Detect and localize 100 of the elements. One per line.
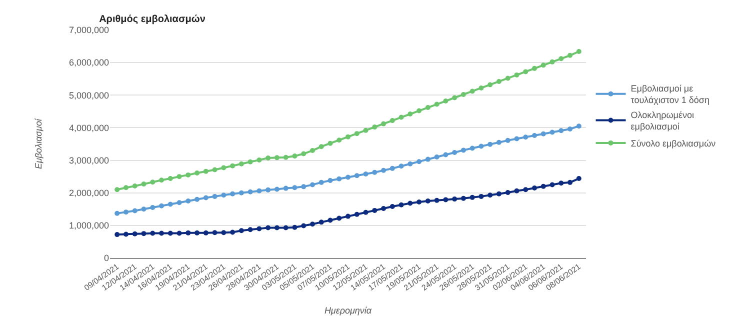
point bbox=[381, 121, 386, 126]
point bbox=[408, 112, 413, 117]
y-tick-label: 1,000,000 bbox=[68, 220, 109, 231]
legend-label: Εμβολιασμοί με τουλάχιστον 1 δόση bbox=[630, 84, 710, 106]
point bbox=[532, 133, 537, 138]
point bbox=[114, 210, 120, 216]
point bbox=[558, 180, 564, 186]
point bbox=[248, 159, 253, 164]
point bbox=[230, 191, 236, 196]
point bbox=[292, 224, 298, 230]
point bbox=[550, 130, 555, 135]
point bbox=[310, 222, 315, 227]
point bbox=[256, 188, 262, 194]
point bbox=[221, 230, 226, 236]
point bbox=[212, 167, 218, 172]
point bbox=[488, 192, 493, 198]
point bbox=[505, 76, 510, 81]
point bbox=[176, 174, 182, 180]
point bbox=[346, 134, 350, 140]
point bbox=[576, 176, 582, 182]
point bbox=[576, 124, 582, 129]
point bbox=[505, 138, 510, 143]
point bbox=[363, 210, 368, 215]
point bbox=[443, 152, 448, 158]
point bbox=[230, 163, 236, 168]
point bbox=[186, 172, 191, 178]
point bbox=[398, 202, 404, 208]
point bbox=[372, 208, 378, 213]
point bbox=[132, 231, 138, 236]
point bbox=[310, 182, 315, 188]
point bbox=[425, 105, 430, 110]
point bbox=[470, 88, 475, 94]
point bbox=[470, 146, 475, 151]
legend-label: Ολοκληρωμένοι εμβολιασμοί bbox=[630, 110, 694, 132]
point bbox=[363, 171, 368, 176]
point bbox=[238, 161, 244, 166]
point bbox=[416, 108, 422, 114]
point bbox=[150, 180, 156, 185]
point bbox=[141, 206, 146, 212]
point bbox=[194, 230, 200, 236]
x-axis-title: Ημερομηνία bbox=[324, 305, 372, 316]
point bbox=[123, 185, 128, 190]
point bbox=[470, 194, 475, 200]
point bbox=[292, 185, 298, 190]
point bbox=[532, 66, 537, 71]
point bbox=[230, 230, 236, 235]
point bbox=[354, 173, 360, 178]
point bbox=[434, 198, 440, 203]
point bbox=[478, 194, 484, 199]
y-tick-label: 4,000,000 bbox=[68, 122, 109, 133]
y-tick-label: 2,000,000 bbox=[68, 188, 109, 198]
point bbox=[390, 118, 395, 124]
point bbox=[398, 114, 404, 120]
point bbox=[390, 204, 395, 210]
point bbox=[514, 136, 520, 142]
point bbox=[283, 154, 288, 160]
point bbox=[550, 59, 555, 64]
point bbox=[496, 78, 502, 84]
point bbox=[168, 202, 173, 207]
point bbox=[132, 184, 138, 189]
point bbox=[310, 148, 315, 154]
point bbox=[523, 187, 528, 192]
point bbox=[248, 227, 253, 232]
point bbox=[434, 102, 440, 107]
point bbox=[318, 180, 324, 185]
point bbox=[256, 157, 262, 162]
point bbox=[176, 230, 182, 236]
point bbox=[496, 140, 502, 145]
point bbox=[540, 184, 546, 189]
point bbox=[194, 196, 200, 202]
point bbox=[416, 199, 422, 204]
point bbox=[568, 52, 573, 58]
point bbox=[194, 170, 200, 176]
point bbox=[114, 187, 120, 192]
point bbox=[238, 228, 244, 234]
point bbox=[150, 205, 156, 210]
point bbox=[203, 230, 208, 236]
point bbox=[283, 186, 288, 191]
point bbox=[398, 164, 404, 169]
point bbox=[283, 225, 288, 230]
point bbox=[363, 128, 368, 133]
point bbox=[212, 194, 218, 199]
point bbox=[443, 197, 448, 202]
point bbox=[568, 126, 573, 132]
point bbox=[238, 190, 244, 196]
point bbox=[212, 230, 218, 236]
point bbox=[186, 198, 191, 204]
point bbox=[372, 124, 378, 130]
point bbox=[496, 191, 502, 196]
point bbox=[523, 134, 528, 140]
point bbox=[114, 232, 120, 238]
point bbox=[328, 218, 333, 223]
point bbox=[336, 176, 342, 182]
point bbox=[141, 231, 146, 236]
point bbox=[346, 174, 350, 180]
point bbox=[460, 92, 466, 97]
point bbox=[408, 161, 413, 166]
point bbox=[416, 159, 422, 164]
point bbox=[568, 180, 573, 185]
point bbox=[336, 216, 342, 221]
